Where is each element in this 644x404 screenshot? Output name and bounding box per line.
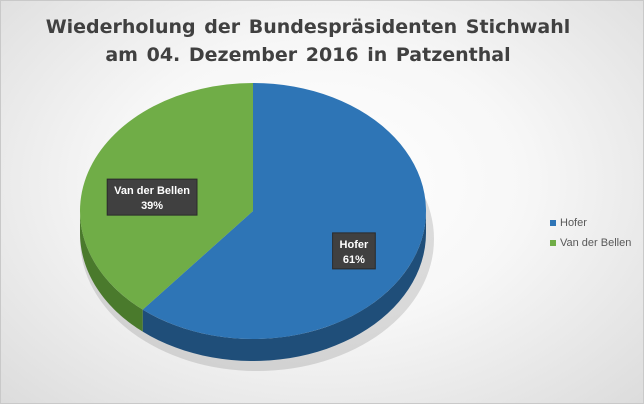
- data-label-value-hofer: 61%: [343, 254, 365, 266]
- data-label-name-hofer: Hofer: [340, 239, 369, 251]
- legend-item-van-der-bellen: Van der Bellen: [550, 233, 631, 253]
- data-label-box-van-der-bellen: [106, 178, 198, 216]
- legend-swatch-van-der-bellen: [550, 240, 556, 246]
- chart-title-line-2: am 04. Dezember 2016 in Patzenthal: [105, 44, 511, 66]
- data-label-value-van-der-bellen: 39%: [141, 200, 163, 212]
- data-label-van-der-bellen: Van der Bellen 39%: [106, 178, 198, 216]
- data-label-box-hofer: [332, 232, 376, 270]
- chart-title-line-1: Wiederholung der Bundespräsidenten Stich…: [45, 16, 571, 38]
- pie-side-van-der-bellen: [80, 211, 143, 332]
- legend-item-hofer: Hofer: [550, 213, 631, 233]
- legend: Hofer Van der Bellen: [550, 213, 631, 253]
- legend-label-van-der-bellen: Van der Bellen: [560, 237, 632, 249]
- pie-slice-hofer: [142, 83, 426, 340]
- data-label-name-van-der-bellen: Van der Bellen: [114, 185, 190, 197]
- legend-swatch-hofer: [550, 220, 556, 226]
- data-label-hofer: Hofer 61%: [332, 232, 376, 270]
- pie-side-hofer: [142, 211, 427, 361]
- chart-title: Wiederholung der Bundespräsidenten Stich…: [1, 13, 615, 69]
- legend-label-hofer: Hofer: [560, 217, 587, 229]
